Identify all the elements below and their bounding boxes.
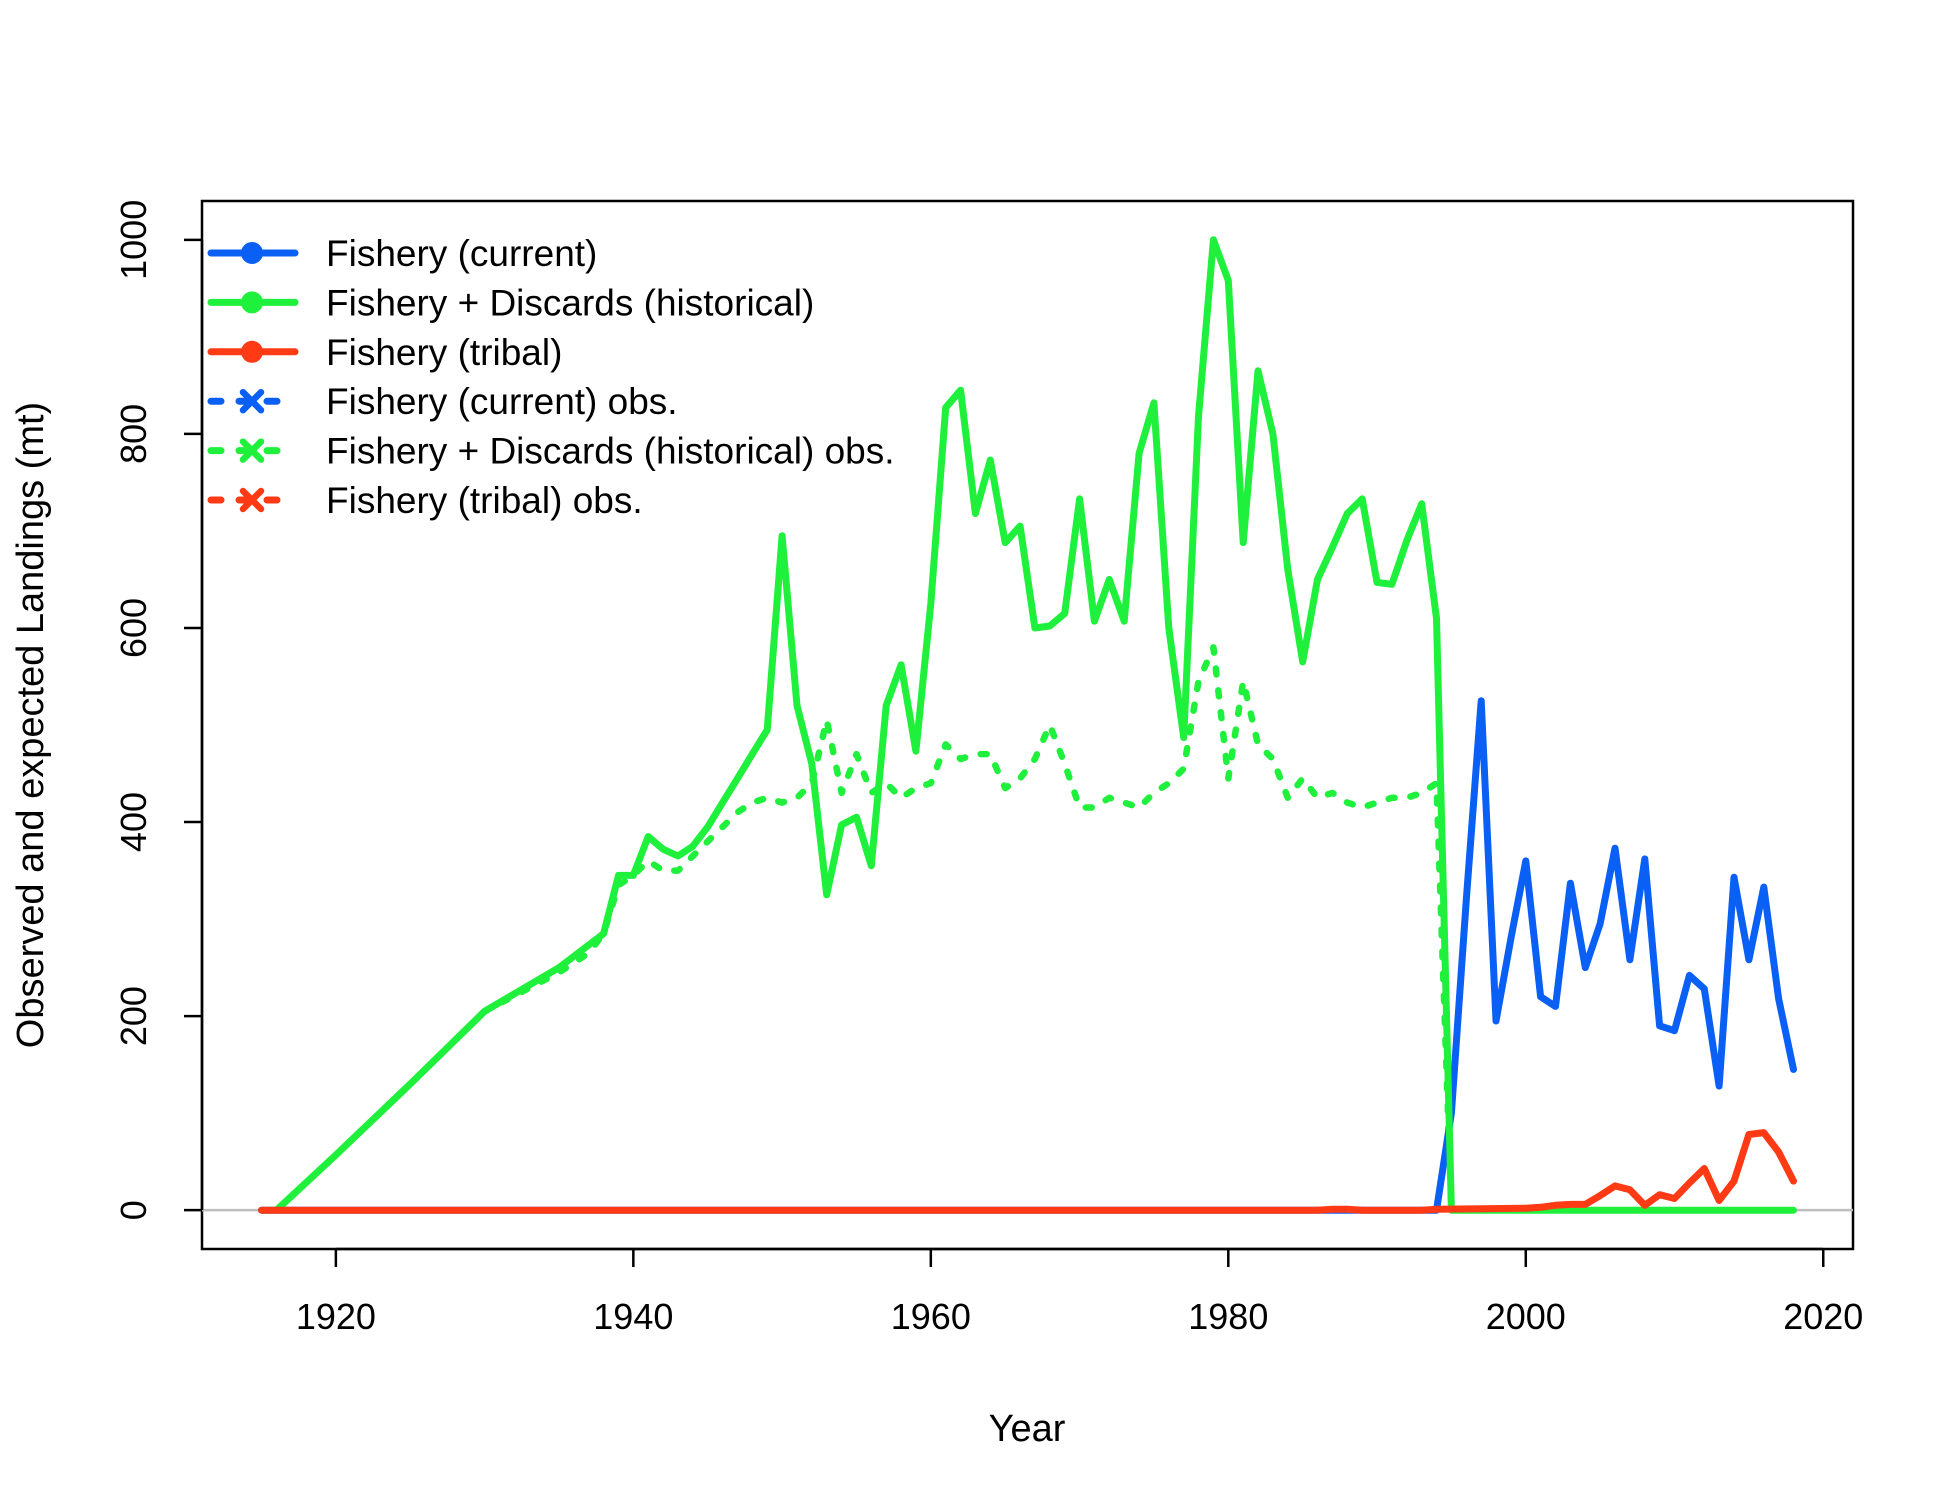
x-tick-label: 1940 xyxy=(593,1296,673,1337)
y-tick-label: 0 xyxy=(113,1200,154,1220)
y-tick-label: 400 xyxy=(113,792,154,852)
legend: Fishery (current) Fishery + Discards (his… xyxy=(207,233,895,521)
series-line-fishery-current xyxy=(258,697,1797,1214)
legend-swatch-dot xyxy=(241,291,263,314)
legend-swatch-cross xyxy=(239,438,265,463)
x-tick-label: 1980 xyxy=(1188,1296,1268,1337)
x-axis: 1920 1940 1960 1980 2000 2020 xyxy=(296,1247,1863,1337)
legend-label: Fishery (tribal) obs. xyxy=(326,480,643,521)
legend-label: Fishery (current) xyxy=(326,233,597,274)
x-tick-label: 2000 xyxy=(1486,1296,1566,1337)
y-axis-title: Observed and expected Landings (mt) xyxy=(10,402,52,1048)
y-tick-label: 800 xyxy=(113,404,154,464)
legend-label: Fishery + Discards (historical) obs. xyxy=(326,431,895,472)
legend-entry-fishery-current: Fishery (current) xyxy=(207,233,597,274)
series-line-fishery-discards-historical-obs xyxy=(273,644,1455,1214)
series-line-fishery-tribal xyxy=(258,1129,1797,1214)
y-tick-label: 200 xyxy=(113,986,154,1046)
y-tick-label: 600 xyxy=(113,598,154,658)
y-tick-label: 1000 xyxy=(113,200,154,280)
y-axis: 0 200 400 600 800 1000 xyxy=(113,200,204,1220)
legend-label: Fishery (tribal) xyxy=(326,332,562,373)
legend-entry-fishery-tribal: Fishery (tribal) xyxy=(207,332,562,373)
x-tick-label: 1920 xyxy=(296,1296,376,1337)
legend-label: Fishery + Discards (historical) xyxy=(326,282,814,323)
legend-swatch-dot xyxy=(241,242,263,264)
x-tick-label: 1960 xyxy=(891,1296,971,1337)
legend-label: Fishery (current) obs. xyxy=(326,381,678,422)
legend-swatch-dot xyxy=(241,340,263,363)
legend-swatch-cross xyxy=(239,388,265,414)
x-tick-label: 2020 xyxy=(1783,1296,1863,1337)
x-axis-title: Year xyxy=(989,1408,1066,1450)
series-line-fishery-discards-historical xyxy=(272,236,1797,1214)
legend-entry-fishery-current-obs: Fishery (current) obs. xyxy=(207,381,678,422)
legend-swatch-cross xyxy=(239,487,265,513)
legend-entry-fishery-tribal-obs: Fishery (tribal) obs. xyxy=(207,480,643,521)
legend-entry-fishery-discards-historical-obs: Fishery + Discards (historical) obs. xyxy=(207,431,895,472)
legend-entry-fishery-discards-historical: Fishery + Discards (historical) xyxy=(207,282,814,323)
series-layer xyxy=(258,236,1797,1214)
